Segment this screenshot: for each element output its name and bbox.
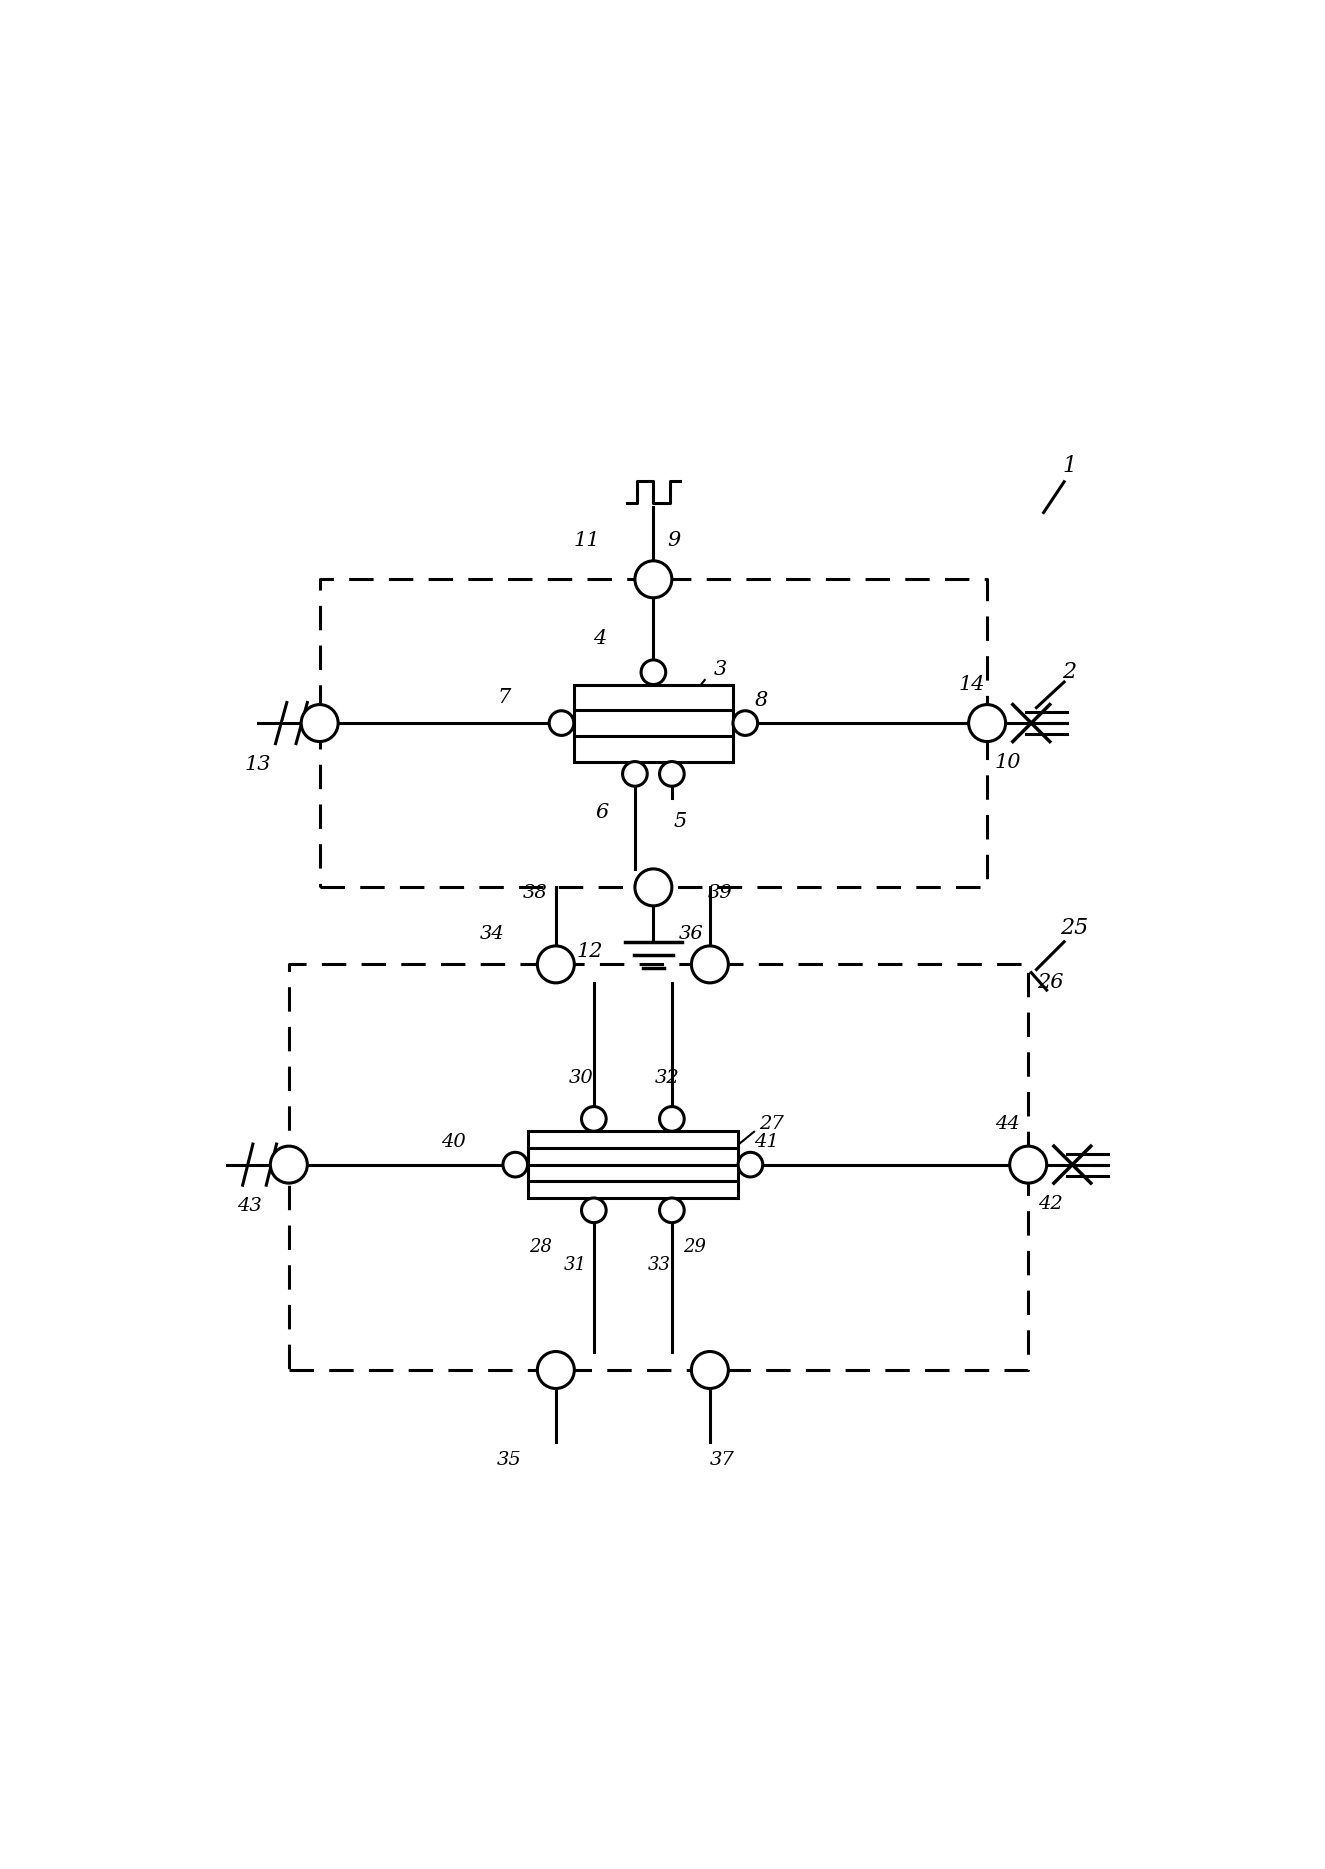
Bar: [527, 1131, 738, 1198]
Circle shape: [738, 1153, 763, 1177]
Text: 10: 10: [994, 753, 1020, 772]
Text: 4: 4: [594, 628, 607, 649]
Circle shape: [660, 1198, 684, 1222]
Circle shape: [301, 705, 338, 742]
Text: 7: 7: [497, 688, 510, 706]
Text: 9: 9: [668, 531, 681, 549]
Text: 38: 38: [523, 884, 547, 901]
Circle shape: [549, 710, 574, 735]
Text: 32: 32: [655, 1069, 680, 1088]
Text: 42: 42: [1039, 1194, 1063, 1213]
Circle shape: [635, 869, 672, 906]
Text: 6: 6: [595, 804, 608, 822]
Text: 35: 35: [497, 1452, 522, 1469]
Circle shape: [660, 1106, 684, 1131]
Text: 13: 13: [245, 755, 272, 774]
Text: 28: 28: [529, 1239, 553, 1256]
Text: 37: 37: [710, 1452, 734, 1469]
Text: 41: 41: [754, 1133, 779, 1151]
Text: 26: 26: [1037, 974, 1064, 992]
Circle shape: [692, 946, 729, 983]
Text: 43: 43: [237, 1196, 262, 1215]
Text: 5: 5: [673, 811, 686, 830]
Text: 25: 25: [1060, 918, 1089, 940]
Text: 40: 40: [441, 1133, 466, 1151]
Text: 30: 30: [570, 1069, 594, 1088]
Text: 2: 2: [1063, 662, 1076, 682]
Text: 27: 27: [759, 1114, 784, 1133]
Text: 3: 3: [713, 660, 726, 678]
Circle shape: [538, 1351, 574, 1389]
Text: 12: 12: [576, 942, 603, 961]
Text: 29: 29: [682, 1239, 706, 1256]
Circle shape: [270, 1146, 307, 1183]
Circle shape: [538, 946, 574, 983]
Circle shape: [733, 710, 758, 735]
Circle shape: [641, 660, 665, 684]
Text: 33: 33: [648, 1256, 670, 1275]
Circle shape: [635, 561, 672, 598]
Circle shape: [969, 705, 1006, 742]
Text: 14: 14: [958, 675, 984, 693]
Circle shape: [692, 1351, 729, 1389]
Circle shape: [582, 1198, 606, 1222]
Circle shape: [623, 761, 647, 787]
Text: 8: 8: [755, 692, 768, 710]
Circle shape: [582, 1106, 606, 1131]
Text: 39: 39: [708, 884, 733, 901]
Text: 1: 1: [1063, 456, 1076, 477]
Bar: [574, 684, 733, 761]
Text: 44: 44: [995, 1114, 1020, 1133]
Text: 11: 11: [574, 531, 600, 549]
Text: 34: 34: [480, 925, 505, 942]
Text: 31: 31: [564, 1256, 587, 1275]
Circle shape: [504, 1153, 527, 1177]
Text: 36: 36: [678, 925, 704, 942]
Circle shape: [1010, 1146, 1047, 1183]
Circle shape: [660, 761, 684, 787]
